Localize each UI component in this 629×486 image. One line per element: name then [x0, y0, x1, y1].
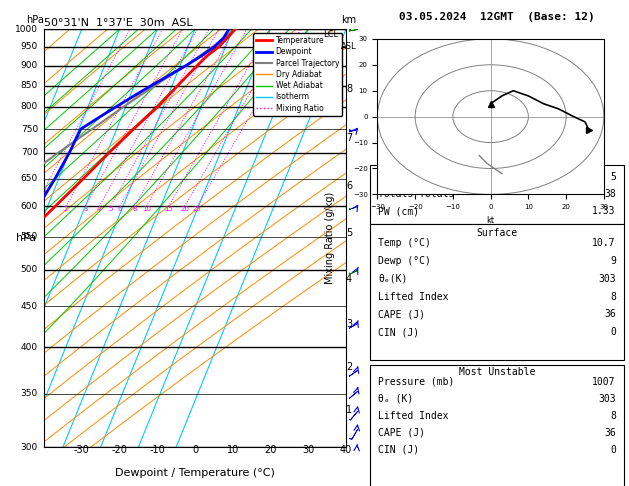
Text: 3: 3: [346, 319, 352, 329]
Text: 600: 600: [21, 202, 38, 211]
Text: LCL: LCL: [323, 30, 338, 39]
Text: hPa: hPa: [16, 233, 36, 243]
Text: ASL: ASL: [342, 42, 357, 51]
Text: 40: 40: [340, 446, 352, 455]
Text: 7: 7: [346, 133, 352, 143]
Text: Dewpoint / Temperature (°C): Dewpoint / Temperature (°C): [115, 468, 275, 478]
Text: 20: 20: [264, 446, 277, 455]
Text: Surface: Surface: [476, 228, 518, 238]
Text: hPa: hPa: [26, 15, 44, 25]
Text: 4: 4: [97, 207, 101, 212]
Text: 36: 36: [604, 428, 616, 437]
Text: 1.33: 1.33: [593, 207, 616, 216]
Text: 6: 6: [118, 207, 122, 212]
Text: Pressure (mb): Pressure (mb): [378, 377, 454, 386]
Text: CIN (J): CIN (J): [378, 445, 419, 454]
FancyBboxPatch shape: [370, 224, 624, 360]
Text: 0: 0: [610, 445, 616, 454]
Text: 1007: 1007: [593, 377, 616, 386]
Text: θₑ (K): θₑ (K): [378, 394, 413, 403]
Text: 6: 6: [346, 181, 352, 191]
Text: 850: 850: [21, 81, 38, 90]
Text: 4: 4: [346, 274, 352, 284]
Text: 50°31'N  1°37'E  30m  ASL: 50°31'N 1°37'E 30m ASL: [44, 18, 192, 28]
Text: 650: 650: [21, 174, 38, 183]
Text: PW (cm): PW (cm): [378, 207, 419, 216]
Text: 1000: 1000: [15, 25, 38, 34]
Text: 1: 1: [43, 188, 47, 194]
Text: 900: 900: [21, 61, 38, 70]
Text: 36: 36: [604, 310, 616, 319]
Text: 25: 25: [193, 207, 202, 212]
Text: 20: 20: [180, 207, 189, 212]
Text: 0: 0: [192, 446, 198, 455]
Text: Lifted Index: Lifted Index: [378, 292, 448, 302]
Text: 10: 10: [226, 446, 239, 455]
Text: 950: 950: [21, 42, 38, 52]
Text: 8: 8: [346, 84, 352, 94]
Text: 400: 400: [21, 343, 38, 352]
Text: 3: 3: [83, 207, 87, 212]
Text: Most Unstable: Most Unstable: [459, 367, 535, 377]
Text: 303: 303: [598, 394, 616, 403]
Text: 700: 700: [21, 149, 38, 157]
Text: Dewp (°C): Dewp (°C): [378, 256, 431, 266]
Text: -10: -10: [149, 446, 165, 455]
Text: θₑ(K): θₑ(K): [378, 274, 408, 284]
Text: 10.7: 10.7: [593, 238, 616, 248]
FancyBboxPatch shape: [370, 364, 624, 486]
Text: 9: 9: [610, 256, 616, 266]
Text: 8: 8: [610, 411, 616, 420]
Text: 1: 1: [346, 405, 352, 415]
FancyBboxPatch shape: [370, 165, 624, 224]
Text: 30: 30: [302, 446, 314, 455]
Text: 500: 500: [21, 265, 38, 274]
Text: 10: 10: [142, 207, 151, 212]
Text: Temp (°C): Temp (°C): [378, 238, 431, 248]
Text: 38: 38: [604, 190, 616, 199]
Text: CAPE (J): CAPE (J): [378, 428, 425, 437]
Text: Mixing Ratio (g/kg): Mixing Ratio (g/kg): [325, 192, 335, 284]
Text: 2: 2: [346, 363, 352, 372]
Text: CAPE (J): CAPE (J): [378, 310, 425, 319]
Text: CIN (J): CIN (J): [378, 327, 419, 337]
Text: 300: 300: [21, 443, 38, 451]
Text: -30: -30: [74, 446, 90, 455]
X-axis label: kt: kt: [487, 216, 494, 225]
Text: 450: 450: [21, 302, 38, 311]
Text: 2: 2: [64, 207, 69, 212]
Text: 303: 303: [598, 274, 616, 284]
Text: 15: 15: [164, 207, 173, 212]
Text: 750: 750: [21, 124, 38, 134]
Text: -20: -20: [111, 446, 128, 455]
Text: 5: 5: [108, 207, 113, 212]
Text: 0: 0: [610, 327, 616, 337]
Text: 5: 5: [346, 228, 352, 238]
Text: 350: 350: [21, 389, 38, 398]
Text: Totals Totals: Totals Totals: [378, 190, 454, 199]
Text: 550: 550: [21, 232, 38, 241]
Legend: Temperature, Dewpoint, Parcel Trajectory, Dry Adiabat, Wet Adiabat, Isotherm, Mi: Temperature, Dewpoint, Parcel Trajectory…: [253, 33, 342, 116]
Text: 03.05.2024  12GMT  (Base: 12): 03.05.2024 12GMT (Base: 12): [399, 12, 595, 22]
Text: 8: 8: [610, 292, 616, 302]
Text: Lifted Index: Lifted Index: [378, 411, 448, 420]
Text: 8: 8: [132, 207, 137, 212]
Text: km: km: [342, 15, 357, 25]
Text: 5: 5: [610, 173, 616, 182]
Text: K: K: [378, 173, 384, 182]
Text: 800: 800: [21, 102, 38, 111]
